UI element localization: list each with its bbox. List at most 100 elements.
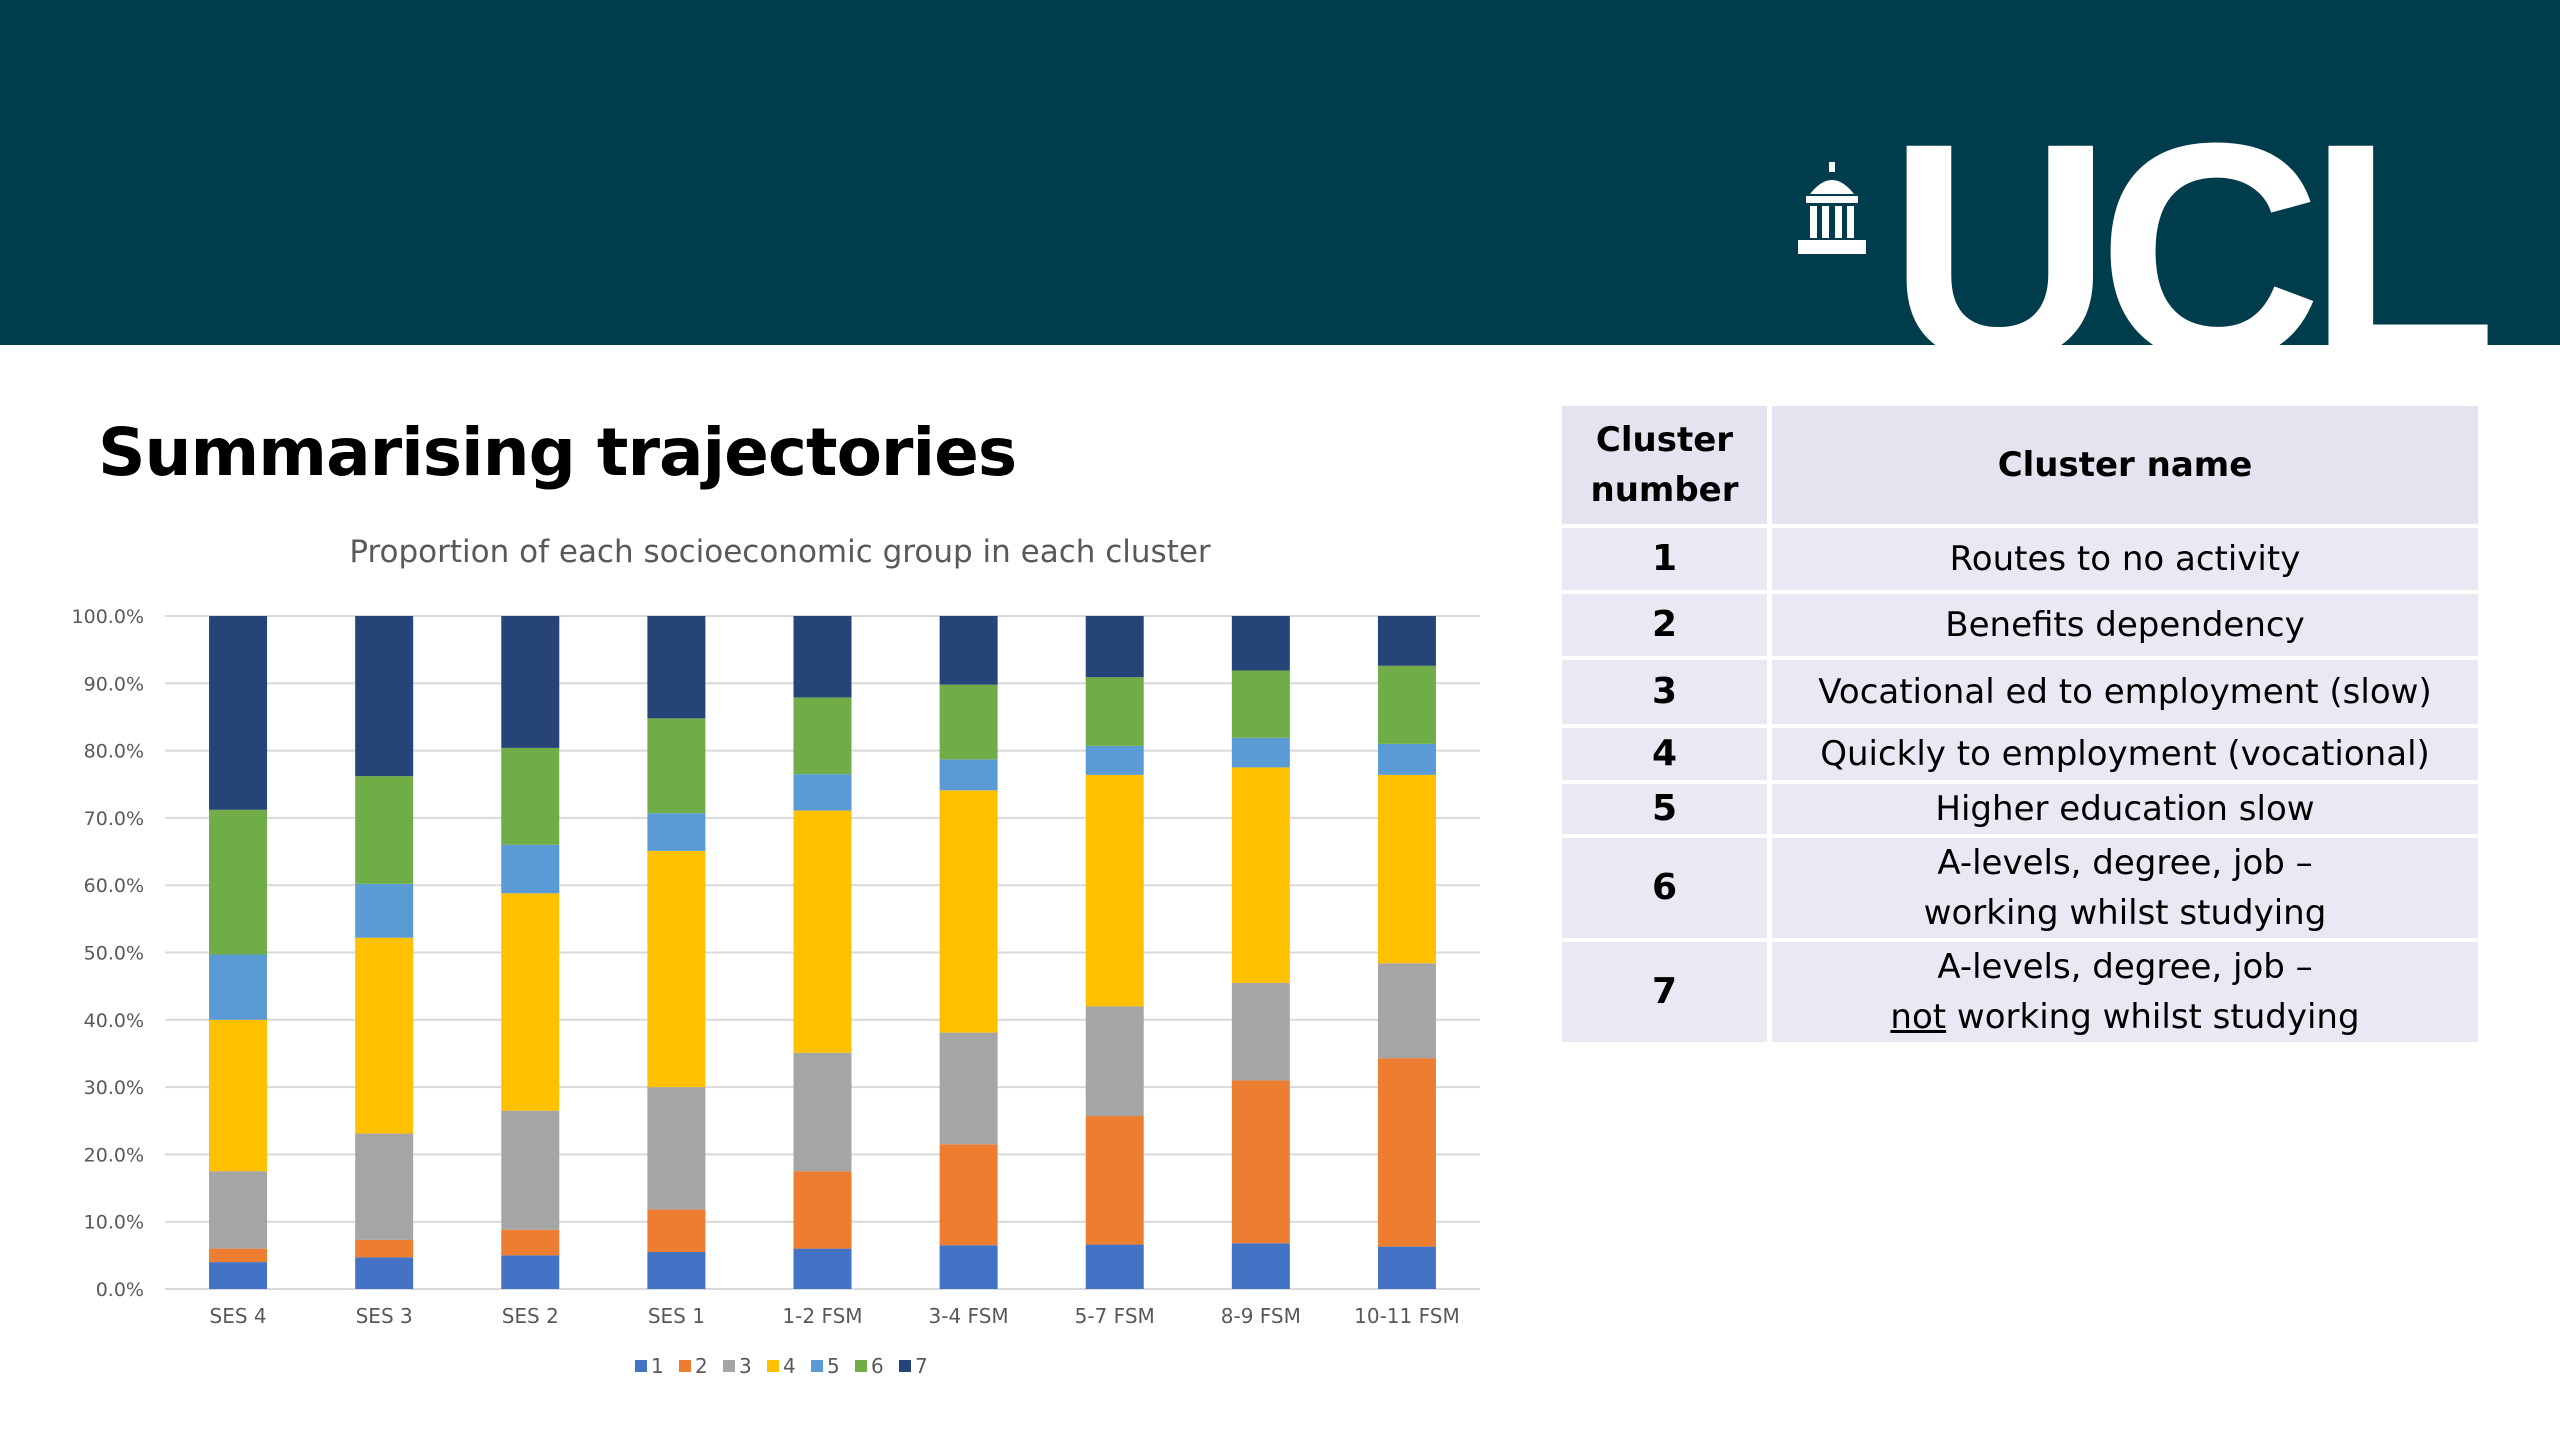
legend-swatch [679,1360,691,1372]
bar-segment [501,893,560,1111]
cluster-number: 7 [1562,942,1767,1042]
bar-segment [1377,774,1436,964]
bar-segment [209,809,268,955]
bar-segment [1377,616,1436,666]
table-row: 4 Quickly to employment (vocational) [1562,728,2478,780]
header-banner: UCL [0,0,2560,345]
x-tick-label: 10-11 FSM [1354,1304,1460,1328]
legend-swatch [767,1360,779,1372]
cluster-name-line2: not working whilst studying [1778,992,2472,1042]
bar-segment [209,1171,268,1249]
cluster-number: 6 [1562,838,1767,938]
bar-segment [355,776,414,884]
legend-swatch [811,1360,823,1372]
bars [209,616,1436,1289]
header-cluster-number: Cluster number [1562,406,1767,524]
legend-swatch [855,1360,867,1372]
cluster-name: Higher education slow [1767,784,2478,834]
bar-segment [939,684,998,760]
bar-segment [1231,1080,1290,1244]
header-cluster-number-line1: Cluster [1595,420,1734,460]
bar-segment [209,1248,268,1263]
bar-segment [1231,616,1290,671]
x-tick-label: SES 1 [648,1304,705,1328]
legend-label: 1 [651,1354,664,1378]
cluster-name: A-levels, degree, job – working whilst s… [1767,838,2478,938]
bar-segment [209,954,268,1020]
cluster-name-line1: A-levels, degree, job – [1937,843,2313,883]
legend-label: 3 [739,1354,752,1378]
bar-segment [793,774,852,811]
bar-segment [501,616,560,748]
y-tick-label: 40.0% [84,1010,144,1032]
bar-segment [793,697,852,775]
table-row: 5 Higher education slow [1562,784,2478,834]
cluster-name-line1: A-levels, degree, job – [1937,947,2313,987]
legend-label: 4 [783,1354,796,1378]
bar-segment [1085,1244,1144,1289]
bar-segment [793,1248,852,1289]
y-tick-label: 30.0% [84,1077,144,1099]
bar-segment [939,1032,998,1145]
bar-segment [355,1239,414,1258]
table-row: 6 A-levels, degree, job – working whilst… [1562,838,2478,938]
bar-segment [1377,743,1436,775]
cluster-number: 3 [1562,660,1767,724]
emphasis-not: not [1890,997,1947,1037]
cluster-number: 1 [1562,528,1767,590]
bar-segment [647,718,706,814]
bar-segment [1377,1058,1436,1247]
x-tick-label: 5-7 FSM [1075,1304,1155,1328]
bar-segment [1085,774,1144,1007]
bar-segment [1231,670,1290,738]
bar-segment [647,616,706,719]
legend-label: 6 [871,1354,884,1378]
legend-label: 2 [695,1354,708,1378]
x-tick-label: SES 3 [356,1304,413,1328]
bar-segment [647,813,706,851]
legend-label: 5 [827,1354,840,1378]
y-tick-label: 0.0% [96,1279,144,1301]
x-tick-label: SES 4 [210,1304,267,1328]
table-header-row: Cluster number Cluster name [1562,406,2478,524]
bar-segment [1231,982,1290,1081]
bar-segment [647,1087,706,1210]
bar-segment [1377,1246,1436,1289]
bar-segment [501,844,560,894]
bar-segment [647,1251,706,1289]
cluster-name: Quickly to employment (vocational) [1767,728,2478,780]
cluster-number: 4 [1562,728,1767,780]
cluster-table: Cluster number Cluster name 1 Routes to … [1562,402,2478,1046]
y-tick-label: 100.0% [72,606,144,628]
bar-segment [1377,665,1436,744]
x-tick-label: SES 2 [502,1304,559,1328]
bar-segment [939,790,998,1033]
bar-segment [1085,616,1144,678]
bar-segment [501,1110,560,1230]
y-tick-label: 20.0% [84,1144,144,1166]
stacked-bar-chart: Proportion of each socioeconomic group i… [72,534,1480,1378]
bar-segment [939,1245,998,1289]
bar-segment [501,1229,560,1256]
legend-swatch [635,1360,647,1372]
legend: 1 2 3 4 5 6 7 [635,1354,928,1378]
y-tick-label: 10.0% [84,1212,144,1234]
bar-segment [647,1209,706,1252]
chart-title: Proportion of each socioeconomic group i… [349,534,1211,570]
bar-segment [1377,963,1436,1059]
bar-segment [355,616,414,777]
bar-segment [793,1052,852,1172]
cluster-name-line2-rest: working whilst studying [1946,997,2360,1037]
header-cluster-name: Cluster name [1767,406,2478,524]
bar-segment [1231,1243,1290,1289]
cluster-number: 5 [1562,784,1767,834]
bar-segment [647,850,706,1088]
cluster-name: Vocational ed to employment (slow) [1767,660,2478,724]
bar-segment [355,883,414,938]
cluster-name-line2: working whilst studying [1923,893,2327,933]
bar-segment [209,1262,268,1289]
bar-segment [355,1133,414,1240]
bar-segment [1231,767,1290,983]
bar-segment [209,1019,268,1172]
bar-segment [355,1257,414,1289]
